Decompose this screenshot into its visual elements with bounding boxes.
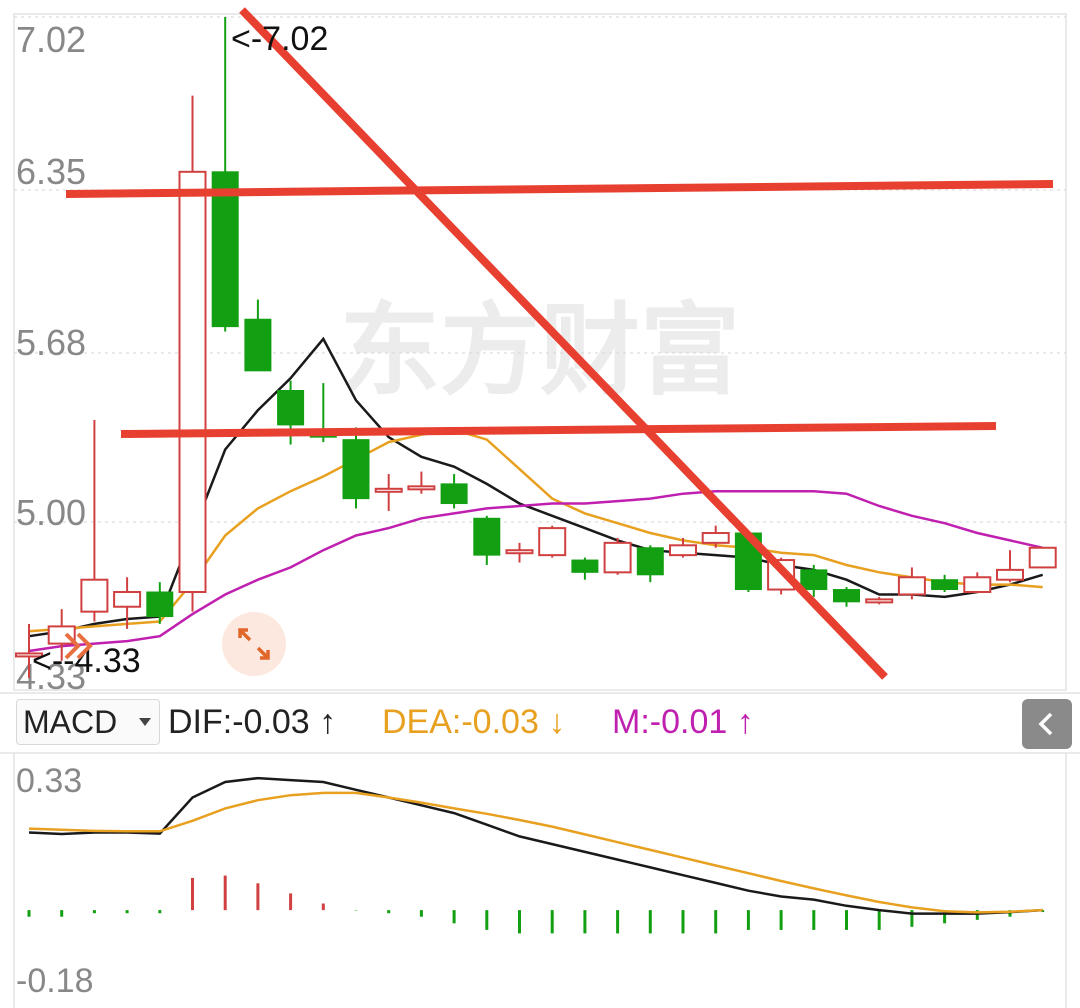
candle xyxy=(178,95,207,612)
candle xyxy=(146,582,174,624)
candle xyxy=(603,537,632,575)
macd-indicator-bar: MACD DIF:-0.03 ↑ DEA:-0.03 ↓ M:-0.01 ↑ xyxy=(0,695,1080,753)
candle-body xyxy=(636,547,664,576)
indicator-selector[interactable]: MACD xyxy=(16,699,160,745)
candle-body xyxy=(538,527,567,557)
macd-tick-label: 0.33 xyxy=(16,762,82,800)
candle xyxy=(440,474,468,509)
candle-body xyxy=(701,532,730,544)
candle xyxy=(963,572,992,593)
candle xyxy=(636,545,664,583)
dropdown-arrow-icon xyxy=(139,718,151,726)
candle-body xyxy=(15,652,43,658)
price-tick-label: 4.33 xyxy=(16,656,86,697)
candle-body xyxy=(178,170,207,593)
watermark: 东方财富 xyxy=(340,295,740,407)
candle-body xyxy=(211,171,239,328)
candle-body xyxy=(146,591,174,618)
candle xyxy=(244,299,272,372)
annotation-trendline xyxy=(239,7,888,680)
expand-chart-button[interactable] xyxy=(222,612,286,676)
candle-body xyxy=(963,576,992,593)
candle-body xyxy=(603,541,632,574)
dea-value: DEA:-0.03 ↓ xyxy=(382,703,566,741)
macd-line-dif xyxy=(28,776,1043,915)
candle-body xyxy=(277,390,305,426)
high-price-marker: <-7.02 xyxy=(231,20,328,58)
dif-value: DIF:-0.03 ↑ xyxy=(168,703,337,741)
candle xyxy=(571,557,599,580)
candle-body xyxy=(897,576,926,596)
price-tick-label: 5.00 xyxy=(16,492,86,533)
indicator-selector-label: MACD xyxy=(23,703,118,740)
price-tick-label: 7.02 xyxy=(16,19,86,60)
candle xyxy=(342,427,370,509)
macd-lines xyxy=(28,776,1043,915)
candle-body xyxy=(342,439,370,500)
candle xyxy=(47,609,76,661)
candle xyxy=(833,587,860,607)
expand-icon xyxy=(238,628,270,660)
candle xyxy=(669,537,697,558)
candle-body xyxy=(800,569,828,591)
candle-body xyxy=(669,544,697,557)
candle xyxy=(538,525,567,558)
macd-tick-label: -0.18 xyxy=(16,962,94,1000)
candle-body xyxy=(505,549,534,555)
candle xyxy=(996,550,1024,583)
candle-body xyxy=(931,579,959,591)
price-tick-label: 5.68 xyxy=(16,322,86,363)
macd-line-dea xyxy=(28,791,1043,914)
m-arrow-icon: ↑ xyxy=(736,703,754,741)
candle-body xyxy=(374,487,403,493)
dif-arrow-icon: ↑ xyxy=(319,703,337,741)
dea-arrow-icon: ↓ xyxy=(548,703,566,741)
annotation-resistance-line xyxy=(65,180,1054,198)
price-tick-label: 6.35 xyxy=(16,151,86,192)
candle xyxy=(897,567,926,600)
candle xyxy=(211,17,239,332)
candle-body xyxy=(440,483,468,505)
candle-body xyxy=(407,485,436,491)
annotations xyxy=(65,7,1054,680)
candle xyxy=(113,577,142,629)
candle xyxy=(1028,546,1057,569)
candle-body xyxy=(113,590,142,608)
candle xyxy=(865,596,894,605)
candle-body xyxy=(996,568,1024,581)
scroll-left-chevron-icon[interactable] xyxy=(58,626,98,666)
ma-line-ma20 xyxy=(28,489,1043,653)
candles xyxy=(15,17,1057,678)
candle xyxy=(277,380,305,445)
candle xyxy=(505,542,534,563)
candle xyxy=(931,574,959,592)
m-value: M:-0.01 ↑ xyxy=(612,703,754,741)
candle-body xyxy=(473,517,501,556)
collapse-panel-button[interactable] xyxy=(1022,699,1072,749)
candle xyxy=(80,419,109,622)
candle-body xyxy=(1028,546,1057,569)
chevron-left-icon xyxy=(1038,712,1053,736)
candle-body xyxy=(865,598,894,604)
candle-body xyxy=(571,559,599,573)
candle-body xyxy=(244,318,272,372)
candle-body xyxy=(47,625,76,645)
candle-body xyxy=(80,578,109,613)
candle xyxy=(15,623,43,678)
candle xyxy=(473,515,501,565)
candle xyxy=(800,564,828,597)
candle xyxy=(407,471,436,494)
candle xyxy=(701,525,730,548)
macd-histogram xyxy=(27,875,1045,934)
annotation-support-line xyxy=(120,422,997,438)
price-axis-labels: 7.02 6.35 5.68 5.00 4.33 xyxy=(16,19,86,697)
candle-body xyxy=(833,589,860,603)
candle xyxy=(374,474,403,511)
